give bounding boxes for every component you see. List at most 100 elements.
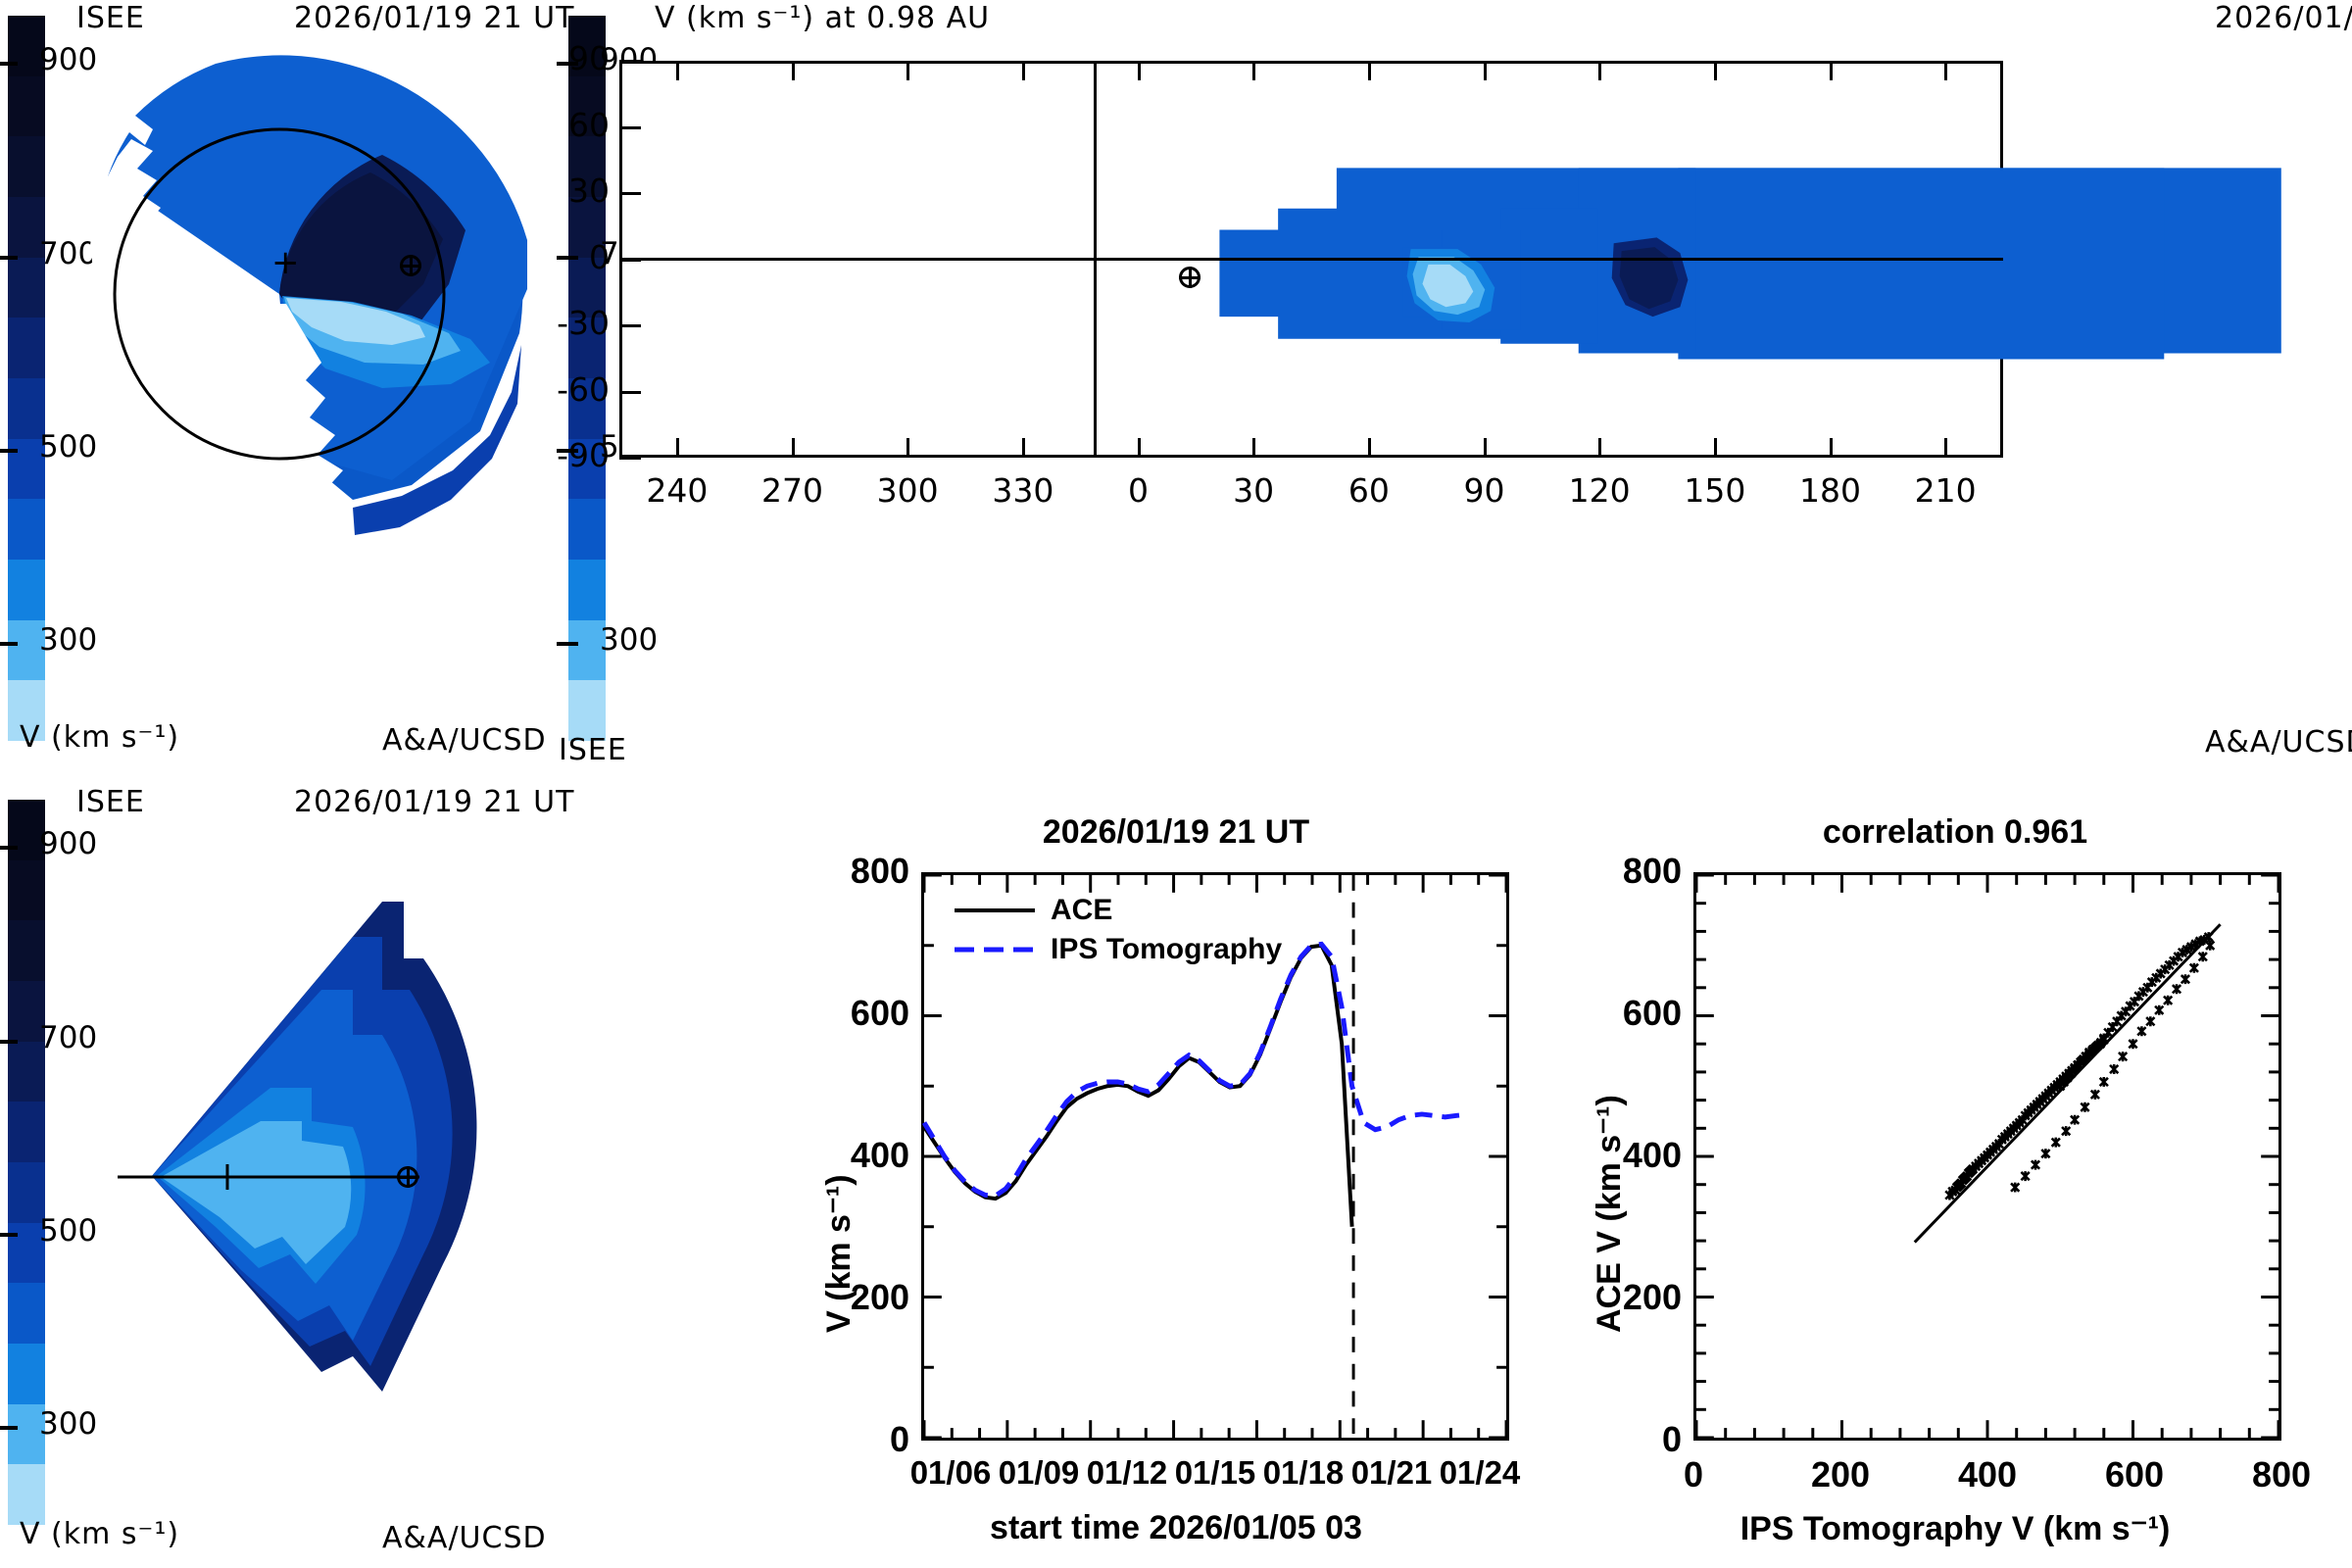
- scatter-x-tick-label: 0: [1683, 1454, 1704, 1494]
- scatter-point: [2020, 1171, 2031, 1182]
- colorbar-segment: [8, 16, 45, 76]
- colorbar-segment: [568, 438, 606, 500]
- colorbar-segment: [568, 619, 606, 681]
- map-y-tick: [619, 324, 641, 327]
- map-y-tick-label: 60: [568, 105, 610, 144]
- timeseries-y-tick-label: 600: [850, 993, 909, 1033]
- map-x-tick: [1367, 438, 1371, 458]
- panel-timeseries: 2026/01/19 21 UT V (km s⁻¹) ACE IPS Tomo…: [804, 784, 1548, 1568]
- timeseries-svg: [921, 873, 1508, 1440]
- map-x-tick: [675, 438, 679, 458]
- map-x-tick: [791, 438, 795, 458]
- scatter-x-tick-label: 800: [2251, 1454, 2312, 1494]
- colorbar-segment: [568, 318, 606, 378]
- panel-map-source-label: ISEE: [559, 733, 627, 767]
- scatter-point: [2205, 940, 2216, 951]
- scatter-y-tick-label: 600: [1622, 993, 1682, 1033]
- scatter-y-tick-label: 400: [1622, 1135, 1682, 1175]
- colorbar-segment: [8, 559, 45, 620]
- map-y-tick-label: 90: [568, 39, 610, 77]
- colorbar-segment: [568, 559, 606, 620]
- colorbar-segment: [8, 318, 45, 378]
- scatter-point: [2080, 1102, 2090, 1112]
- scatter-point: [2154, 1004, 2165, 1015]
- colorbar-segment: [8, 619, 45, 681]
- map-x-tick: [1483, 61, 1487, 80]
- timeseries-y-tick-label: 200: [850, 1277, 909, 1317]
- map-x-tick-label: 180: [1799, 471, 1861, 510]
- colorbar-segment: [8, 980, 45, 1042]
- map-x-tick: [906, 61, 910, 80]
- panel-ecliptic-cut: 900 700 500 300 ISEE 2026/01/19 21 UT: [0, 0, 573, 764]
- scatter-y-tick-label: 800: [1622, 851, 1682, 891]
- scatter-fit-line: [1913, 923, 2222, 1244]
- colorbar-segment: [8, 438, 45, 500]
- timeseries-x-tick-label: 01/12: [1086, 1454, 1168, 1491]
- colorbar-tick: [0, 62, 18, 67]
- scatter-point: [2109, 1063, 2120, 1075]
- map-y-tick: [619, 125, 641, 129]
- map-x-tick-label: 150: [1684, 471, 1746, 510]
- scatter-points: [1944, 932, 2216, 1200]
- scatter-point: [2163, 995, 2174, 1005]
- earth-symbol-meridian: [397, 1166, 418, 1188]
- colorbar-segment: [568, 680, 606, 741]
- map-y-tick-label: -60: [557, 369, 610, 409]
- map-x-tick-label: 330: [992, 471, 1054, 510]
- scatter-point: [2128, 1039, 2138, 1050]
- map-x-tick-label: 210: [1914, 471, 1977, 510]
- map-x-tick: [791, 61, 795, 80]
- colorbar-segment: [568, 257, 606, 318]
- colorbar-tick: [0, 255, 18, 260]
- scatter-point: [2203, 932, 2214, 943]
- colorbar-segment: [8, 859, 45, 921]
- map-x-tick-label: 270: [761, 471, 823, 510]
- panel-ecliptic-datetime: 2026/01/19 21 UT: [294, 1, 575, 35]
- map-x-tick: [1252, 438, 1256, 458]
- scatter-x-tick-label: 600: [2104, 1454, 2165, 1494]
- scatter-plot-frame: [1693, 872, 2281, 1441]
- map-y-tick: [619, 60, 641, 63]
- scatter-point: [2188, 962, 2199, 973]
- map-x-tick-label: 30: [1233, 471, 1275, 510]
- timeseries-legend: ACE IPS Tomography: [951, 894, 1282, 966]
- colorbar-tick-label: 700: [39, 235, 98, 271]
- map-x-tick: [1944, 438, 1948, 458]
- panel-meridian-datetime: 2026/01/19 21 UT: [294, 785, 575, 819]
- map-x-tick-label: 240: [646, 471, 709, 510]
- colorbar-tick: [0, 1039, 18, 1044]
- map-y-tick: [619, 192, 641, 195]
- map-x-tick: [1829, 438, 1833, 458]
- colorbar-segment: [568, 196, 606, 258]
- panel-ecliptic-velocity-label: V (km s⁻¹): [20, 720, 180, 755]
- scatter-point: [2136, 1026, 2147, 1037]
- legend-line-ace: [955, 908, 1035, 912]
- panel-meridian-credit: A&A/UCSD: [382, 1521, 547, 1555]
- map-x-tick: [1713, 438, 1717, 458]
- scatter-point: [2098, 1076, 2109, 1088]
- map-x-tick: [1829, 61, 1833, 80]
- map-x-tick: [1713, 61, 1717, 80]
- panel-ecliptic-credit: A&A/UCSD: [382, 723, 547, 758]
- map-x-tick: [1252, 61, 1256, 80]
- colorbar-tick: [0, 449, 18, 453]
- map-y-tick-label: -90: [557, 436, 610, 474]
- colorbar-tick-label: 300: [600, 622, 659, 659]
- map-equator-line: [619, 258, 2003, 261]
- colorbar-segment: [8, 499, 45, 560]
- colorbar-tick: [0, 846, 18, 851]
- map-x-tick: [906, 438, 910, 458]
- timeseries-x-tick-label: 01/18: [1262, 1454, 1345, 1491]
- colorbar-segment: [8, 1343, 45, 1404]
- colorbar-segment: [8, 75, 45, 137]
- map-x-tick: [1137, 438, 1141, 458]
- colorbar-tick-label: 500: [39, 1213, 98, 1249]
- timeseries-plot-frame: [921, 872, 1509, 1441]
- scatter-point: [2061, 1126, 2072, 1137]
- map-x-tick-label: 0: [1128, 471, 1149, 510]
- map-x-tick: [1944, 61, 1948, 80]
- scatter-point: [2089, 1089, 2100, 1100]
- scatter-point: [2050, 1137, 2061, 1148]
- sun-marker-ecliptic: +: [271, 243, 300, 282]
